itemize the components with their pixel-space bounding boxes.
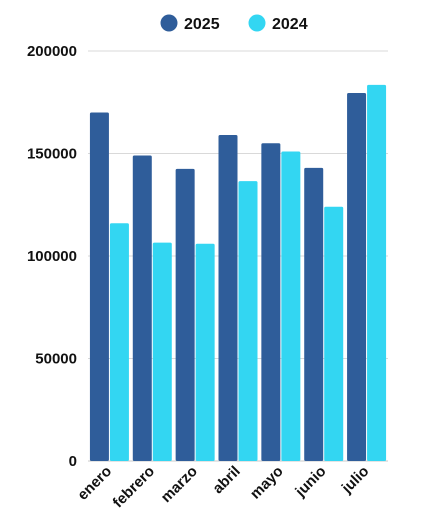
bar-2024-junio <box>324 206 344 461</box>
bar-2025-junio <box>304 167 324 461</box>
y-tick-label: 150000 <box>27 146 77 163</box>
bar-2024-febrero <box>152 242 172 461</box>
bar-2024-marzo <box>195 243 215 461</box>
bar-2025-abril <box>218 135 238 462</box>
legend-label: 2025 <box>184 16 220 33</box>
x-tick-label: febrero <box>110 463 159 512</box>
x-tick-label: enero <box>74 463 115 504</box>
y-tick-label: 100000 <box>27 248 77 265</box>
legend-marker-2024 <box>248 14 266 32</box>
x-tick-label: julio <box>338 463 373 498</box>
bar-2024-abril <box>238 181 258 462</box>
bar-2025-mayo <box>261 143 281 461</box>
legend: 2025 2024 <box>160 14 308 33</box>
y-axis: 0 50000 100000 150000 200000 <box>27 43 77 470</box>
bar-2025-febrero <box>132 155 152 462</box>
bar-2024-mayo <box>281 151 301 461</box>
x-tick-label: marzo <box>158 463 201 506</box>
y-tick-label: 200000 <box>27 43 77 60</box>
bar-2025-enero <box>89 112 109 461</box>
bars <box>89 84 387 462</box>
x-tick-label: abril <box>209 463 243 497</box>
x-tick-label: mayo <box>247 463 287 503</box>
y-tick-label: 50000 <box>35 351 77 368</box>
legend-label: 2024 <box>272 16 308 33</box>
y-tick-label: 0 <box>69 453 77 470</box>
legend-marker-2025 <box>160 14 178 32</box>
bar-2025-julio <box>347 93 367 462</box>
bar-2025-marzo <box>175 168 195 461</box>
bar-2024-julio <box>367 84 387 461</box>
x-tick-label: junio <box>291 463 329 501</box>
bar-2024-enero <box>109 223 129 461</box>
